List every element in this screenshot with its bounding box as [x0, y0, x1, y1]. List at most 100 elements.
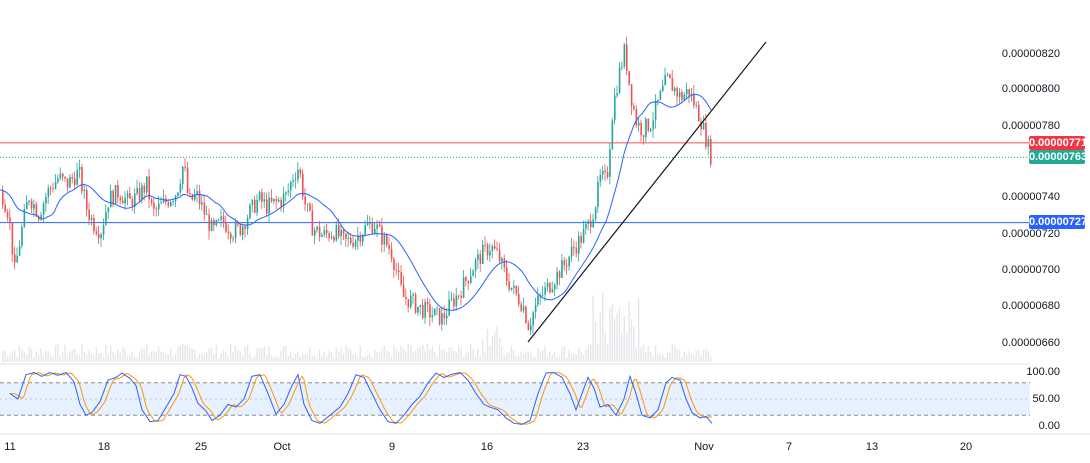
volume-bar — [587, 345, 589, 362]
candle-body — [117, 185, 119, 198]
candle-body — [534, 304, 537, 313]
volume-bar — [522, 354, 525, 362]
candle-body — [333, 237, 335, 241]
volume-bar — [678, 350, 681, 362]
volume-bar — [417, 348, 419, 362]
volume-bar — [378, 352, 381, 362]
volume-bar — [501, 346, 503, 362]
candle-body — [650, 129, 652, 131]
volume-bar — [189, 347, 191, 362]
candle-body — [484, 244, 486, 246]
candle-body — [635, 109, 638, 126]
price-tick: 0.00000700 — [1001, 264, 1060, 276]
volume-bar — [160, 351, 162, 362]
candle-body — [251, 199, 254, 205]
candle-body — [76, 169, 78, 185]
candle-body — [230, 233, 232, 239]
volume-bar — [136, 357, 138, 362]
volume-bar — [282, 346, 285, 362]
candle-body — [328, 233, 330, 239]
candle-body — [81, 166, 83, 192]
candle-body — [378, 224, 381, 227]
date-tick: 7 — [785, 441, 793, 453]
candle-body — [134, 193, 136, 207]
candle-body — [510, 287, 513, 290]
candle-body — [441, 313, 443, 325]
candle-body — [122, 200, 124, 204]
candle-body — [23, 209, 26, 227]
volume-bar — [263, 345, 265, 362]
volume-bar — [225, 351, 227, 362]
price-tick: 0.00000820 — [1001, 48, 1060, 60]
candle-body — [270, 197, 273, 202]
candle-body — [566, 265, 568, 267]
volume-bar — [206, 352, 208, 362]
candle-body — [638, 122, 640, 126]
volume-bar — [510, 345, 513, 362]
volume-bar — [549, 352, 551, 362]
volume-bar — [472, 348, 474, 362]
candle-body — [266, 199, 268, 214]
volume-bar — [654, 345, 657, 362]
volume-bar — [220, 353, 222, 362]
candle-body — [33, 204, 35, 209]
candle-body — [316, 226, 318, 230]
candle-body — [702, 122, 705, 130]
volume-bar — [62, 351, 64, 362]
candle-body — [503, 258, 506, 268]
candle-body — [16, 255, 18, 263]
volume-bar — [611, 304, 613, 362]
volume-bar — [328, 351, 330, 362]
volume-bar — [441, 350, 443, 362]
candle-body — [261, 192, 263, 202]
volume-bar — [508, 352, 510, 362]
volume-bar — [419, 347, 421, 362]
candle-body — [201, 202, 203, 205]
volume-bar — [690, 353, 693, 362]
candle-body — [52, 188, 54, 189]
candle-body — [532, 312, 534, 326]
volume-bar — [155, 351, 157, 362]
volume-bar — [498, 337, 501, 362]
volume-bar — [278, 357, 280, 362]
candle-body — [390, 248, 393, 260]
volume-bar — [566, 357, 568, 362]
candle-body — [215, 220, 218, 226]
candle-body — [573, 246, 575, 249]
volume-bar — [412, 352, 414, 362]
volume-bar — [124, 348, 126, 362]
date-tick: 16 — [480, 441, 494, 453]
volume-bar — [326, 356, 328, 362]
volume-bar — [681, 357, 683, 362]
candle-body — [280, 199, 282, 206]
volume-bar — [424, 350, 426, 362]
candle-body — [208, 214, 210, 231]
candle-body — [506, 267, 508, 282]
candle-body — [585, 223, 587, 229]
volume-bar — [652, 356, 654, 362]
volume-bar — [666, 353, 669, 362]
price-tick: 0.00000740 — [1001, 191, 1060, 203]
oscillator-tick: 100.00 — [1026, 366, 1060, 378]
candle-body — [278, 199, 280, 202]
volume-bar — [388, 352, 390, 362]
volume-bar — [98, 353, 100, 362]
volume-bar — [14, 350, 16, 362]
candle-body — [676, 87, 678, 97]
candle-body — [695, 105, 698, 106]
candle-body — [410, 295, 412, 308]
candle-body — [616, 93, 618, 96]
date-tick: Nov — [694, 441, 714, 453]
volume-bar — [558, 356, 561, 362]
volume-bar — [345, 345, 347, 362]
candle-body — [436, 308, 438, 309]
candle-body — [688, 89, 690, 96]
candle-body — [357, 235, 359, 241]
candle-body — [302, 173, 304, 197]
volume-bar — [580, 351, 582, 362]
candle-body — [657, 99, 659, 101]
volume-bar — [54, 344, 57, 362]
volume-bar — [467, 351, 469, 362]
volume-bar — [698, 350, 700, 362]
volume-bar — [52, 357, 54, 362]
